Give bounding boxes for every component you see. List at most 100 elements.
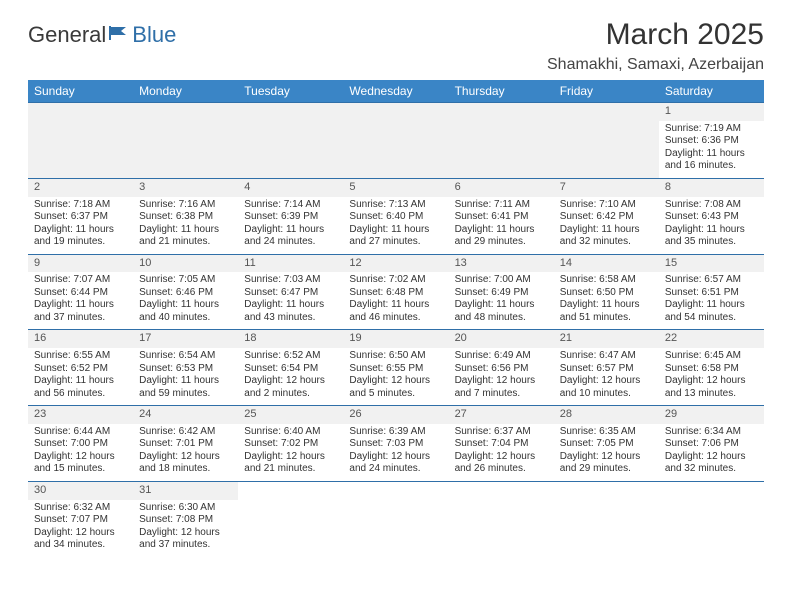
calendar-cell-empty xyxy=(554,481,659,556)
daylight-line: Daylight: 12 hours and 15 minutes. xyxy=(34,451,127,476)
calendar-cell: 29 Sunrise: 6:34 AMSunset: 7:06 PMDayligh… xyxy=(659,406,764,482)
sunset-line: Sunset: 6:38 PM xyxy=(139,211,232,224)
daylight-line: Daylight: 11 hours and 32 minutes. xyxy=(560,224,653,249)
calendar-cell: 19Sunrise: 6:50 AMSunset: 6:55 PMDayligh… xyxy=(343,330,448,406)
calendar-cell-empty xyxy=(28,103,133,179)
sunset-line: Sunset: 6:54 PM xyxy=(244,363,337,376)
sunrise-line: Sunrise: 7:02 AM xyxy=(349,274,442,287)
daylight-line: Daylight: 11 hours and 43 minutes. xyxy=(244,299,337,324)
calendar-page: General Blue March 2025 Shamakhi, Samaxi… xyxy=(0,0,792,557)
sunrise-line: Sunrise: 6:34 AM xyxy=(665,426,758,439)
daylight-line: Daylight: 11 hours and 21 minutes. xyxy=(139,224,232,249)
sunrise-line: Sunrise: 7:14 AM xyxy=(244,199,337,212)
sunset-line: Sunset: 6:40 PM xyxy=(349,211,442,224)
calendar-cell: 13Sunrise: 7:00 AMSunset: 6:49 PMDayligh… xyxy=(449,254,554,330)
calendar-cell-empty xyxy=(238,481,343,556)
day-number: 21 xyxy=(554,330,659,348)
day-header: Thursday xyxy=(449,80,554,103)
calendar-cell: 26Sunrise: 6:39 AMSunset: 7:03 PMDayligh… xyxy=(343,406,448,482)
sunset-line: Sunset: 7:05 PM xyxy=(560,438,653,451)
daylight-line: Daylight: 12 hours and 37 minutes. xyxy=(139,527,232,552)
logo: General Blue xyxy=(28,22,176,48)
daylight-line: Daylight: 11 hours and 19 minutes. xyxy=(34,224,127,249)
daylight-line: Daylight: 12 hours and 5 minutes. xyxy=(349,375,442,400)
sunrise-line: Sunrise: 6:54 AM xyxy=(139,350,232,363)
flag-icon xyxy=(108,22,130,48)
sunset-line: Sunset: 6:52 PM xyxy=(34,363,127,376)
sunset-line: Sunset: 6:49 PM xyxy=(455,287,548,300)
day-number: 2 xyxy=(28,179,133,197)
sunrise-line: Sunrise: 7:07 AM xyxy=(34,274,127,287)
sunrise-line: Sunrise: 7:13 AM xyxy=(349,199,442,212)
day-number: 3 xyxy=(133,179,238,197)
day-number: 13 xyxy=(449,255,554,273)
day-number: 9 xyxy=(28,255,133,273)
header: General Blue March 2025 Shamakhi, Samaxi… xyxy=(28,18,764,74)
day-header: Friday xyxy=(554,80,659,103)
calendar-cell: 16Sunrise: 6:55 AMSunset: 6:52 PMDayligh… xyxy=(28,330,133,406)
calendar-cell-empty xyxy=(659,481,764,556)
sunrise-line: Sunrise: 7:00 AM xyxy=(455,274,548,287)
daylight-line: Daylight: 12 hours and 29 minutes. xyxy=(560,451,653,476)
day-number: 24 xyxy=(133,406,238,424)
sunset-line: Sunset: 6:39 PM xyxy=(244,211,337,224)
calendar-cell: 1Sunrise: 7:19 AMSunset: 6:36 PMDaylight… xyxy=(659,103,764,179)
sunset-line: Sunset: 6:36 PM xyxy=(665,135,758,148)
day-header: Wednesday xyxy=(343,80,448,103)
calendar-cell: 12Sunrise: 7:02 AMSunset: 6:48 PMDayligh… xyxy=(343,254,448,330)
sunrise-line: Sunrise: 6:44 AM xyxy=(34,426,127,439)
calendar-cell: 20Sunrise: 6:49 AMSunset: 6:56 PMDayligh… xyxy=(449,330,554,406)
sunrise-line: Sunrise: 7:03 AM xyxy=(244,274,337,287)
calendar-cell: 7Sunrise: 7:10 AMSunset: 6:42 PMDaylight… xyxy=(554,178,659,254)
calendar-cell: 17Sunrise: 6:54 AMSunset: 6:53 PMDayligh… xyxy=(133,330,238,406)
calendar-cell: 9Sunrise: 7:07 AMSunset: 6:44 PMDaylight… xyxy=(28,254,133,330)
calendar-cell: 31Sunrise: 6:30 AMSunset: 7:08 PMDayligh… xyxy=(133,481,238,556)
day-number: 16 xyxy=(28,330,133,348)
sunset-line: Sunset: 6:55 PM xyxy=(349,363,442,376)
calendar-row: 23Sunrise: 6:44 AMSunset: 7:00 PMDayligh… xyxy=(28,406,764,482)
calendar-cell: 21Sunrise: 6:47 AMSunset: 6:57 PMDayligh… xyxy=(554,330,659,406)
day-header: Monday xyxy=(133,80,238,103)
calendar-cell: 27Sunrise: 6:37 AMSunset: 7:04 PMDayligh… xyxy=(449,406,554,482)
sunrise-line: Sunrise: 6:49 AM xyxy=(455,350,548,363)
calendar-cell: 3 Sunrise: 7:16 AMSunset: 6:38 PMDaylight… xyxy=(133,178,238,254)
day-number: 14 xyxy=(554,255,659,273)
sunset-line: Sunset: 6:50 PM xyxy=(560,287,653,300)
daylight-line: Daylight: 12 hours and 21 minutes. xyxy=(244,451,337,476)
sunset-line: Sunset: 7:06 PM xyxy=(665,438,758,451)
day-number: 7 xyxy=(554,179,659,197)
calendar-row: 9Sunrise: 7:07 AMSunset: 6:44 PMDaylight… xyxy=(28,254,764,330)
sunset-line: Sunset: 6:46 PM xyxy=(139,287,232,300)
calendar-row: 30Sunrise: 6:32 AMSunset: 7:07 PMDayligh… xyxy=(28,481,764,556)
sunrise-line: Sunrise: 6:30 AM xyxy=(139,502,232,515)
day-number: 6 xyxy=(449,179,554,197)
sunrise-line: Sunrise: 6:45 AM xyxy=(665,350,758,363)
logo-text-general: General xyxy=(28,22,106,48)
daylight-line: Daylight: 12 hours and 2 minutes. xyxy=(244,375,337,400)
day-header: Saturday xyxy=(659,80,764,103)
daylight-line: Daylight: 11 hours and 51 minutes. xyxy=(560,299,653,324)
sunrise-line: Sunrise: 6:39 AM xyxy=(349,426,442,439)
logo-text-blue: Blue xyxy=(132,22,176,48)
day-number: 31 xyxy=(133,482,238,500)
sunrise-line: Sunrise: 7:16 AM xyxy=(139,199,232,212)
sunrise-line: Sunrise: 6:47 AM xyxy=(560,350,653,363)
calendar-cell: 22Sunrise: 6:45 AMSunset: 6:58 PMDayligh… xyxy=(659,330,764,406)
sunrise-line: Sunrise: 6:57 AM xyxy=(665,274,758,287)
day-number: 30 xyxy=(28,482,133,500)
calendar-cell: 30Sunrise: 6:32 AMSunset: 7:07 PMDayligh… xyxy=(28,481,133,556)
daylight-line: Daylight: 12 hours and 32 minutes. xyxy=(665,451,758,476)
daylight-line: Daylight: 12 hours and 10 minutes. xyxy=(560,375,653,400)
sunrise-line: Sunrise: 7:19 AM xyxy=(665,123,758,136)
sunset-line: Sunset: 7:01 PM xyxy=(139,438,232,451)
calendar-cell: 4Sunrise: 7:14 AMSunset: 6:39 PMDaylight… xyxy=(238,178,343,254)
location-subtitle: Shamakhi, Samaxi, Azerbaijan xyxy=(547,56,764,74)
day-number: 22 xyxy=(659,330,764,348)
sunrise-line: Sunrise: 7:11 AM xyxy=(455,199,548,212)
day-header-row: SundayMondayTuesdayWednesdayThursdayFrid… xyxy=(28,80,764,103)
calendar-row: 1Sunrise: 7:19 AMSunset: 6:36 PMDaylight… xyxy=(28,103,764,179)
sunset-line: Sunset: 6:56 PM xyxy=(455,363,548,376)
day-number: 29 xyxy=(659,406,764,424)
daylight-line: Daylight: 11 hours and 35 minutes. xyxy=(665,224,758,249)
daylight-line: Daylight: 11 hours and 56 minutes. xyxy=(34,375,127,400)
